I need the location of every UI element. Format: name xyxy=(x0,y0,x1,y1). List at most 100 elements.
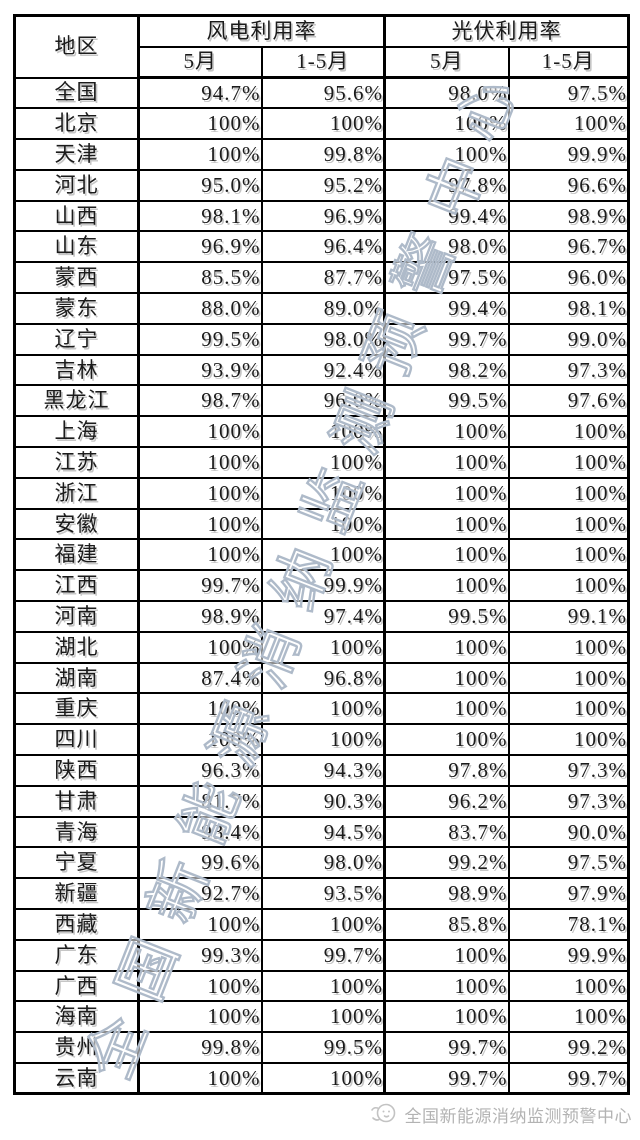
region-cell: 河南 xyxy=(13,600,140,633)
wind-may-cell: 100% xyxy=(137,908,263,941)
wind-jan-may-cell: 100% xyxy=(260,107,386,141)
solar-may-cell: 100% xyxy=(383,692,510,726)
solar-may-cell: 100% xyxy=(383,476,510,510)
solar-may-cell: 99.7% xyxy=(383,322,510,356)
header-solar-jan-may: 1-5月 xyxy=(507,45,630,79)
wind-may-cell: 98.1% xyxy=(137,199,263,233)
wind-jan-may-cell: 99.9% xyxy=(260,569,386,603)
solar-may-cell: 100% xyxy=(383,630,510,664)
region-cell: 广东 xyxy=(13,938,140,972)
region-cell: 湖南 xyxy=(13,661,140,695)
wind-jan-may-cell: 100% xyxy=(260,415,386,449)
wind-jan-may-cell: 93.5% xyxy=(260,877,386,911)
wind-jan-may-cell: 96.9% xyxy=(260,199,386,233)
solar-jan-may-cell: 99.0% xyxy=(507,322,630,356)
wind-jan-may-cell: 99.8% xyxy=(260,138,386,171)
region-cell: 甘肃 xyxy=(13,784,140,818)
wind-may-cell: 99.3% xyxy=(137,938,263,972)
solar-may-cell: 100% xyxy=(383,138,510,171)
header-wind-group: 风电利用率 xyxy=(137,14,386,48)
wind-may-cell: 93.4% xyxy=(137,815,263,849)
wind-may-cell: 92.7% xyxy=(137,877,263,911)
region-cell: 上海 xyxy=(13,415,140,449)
table-row: 广西 100% 100% 100% 100% xyxy=(13,969,630,1003)
header-wind-jan-may: 1-5月 xyxy=(260,45,386,79)
wind-jan-may-cell: 94.5% xyxy=(260,815,386,849)
wind-may-cell: 99.6% xyxy=(137,846,263,880)
region-cell: 蒙西 xyxy=(13,261,140,295)
solar-may-cell: 97.8% xyxy=(383,168,510,202)
solar-may-cell: 99.4% xyxy=(383,199,510,233)
region-cell: 天津 xyxy=(13,138,140,171)
solar-jan-may-cell: 99.9% xyxy=(507,138,630,171)
region-cell: 陕西 xyxy=(13,754,140,787)
wind-jan-may-cell: 100% xyxy=(260,692,386,726)
region-cell: 浙江 xyxy=(13,476,140,510)
utilization-rate-table: 地区 风电利用率 光伏利用率 5月 1-5月 5月 1-5月 全国 94.7% 95… xyxy=(13,14,630,1096)
wind-may-cell: 98.9% xyxy=(137,600,263,633)
region-cell: 江苏 xyxy=(13,446,140,479)
solar-jan-may-cell: 100% xyxy=(507,1000,630,1034)
wind-jan-may-cell: 97.4% xyxy=(260,600,386,633)
solar-may-cell: 100% xyxy=(383,938,510,972)
wind-jan-may-cell: 100% xyxy=(260,630,386,664)
table-row: 青海 93.4% 94.5% 83.7% 90.0% xyxy=(13,815,630,849)
wind-may-cell: 99.8% xyxy=(137,1031,263,1064)
region-cell: 重庆 xyxy=(13,692,140,726)
wind-may-cell: 100% xyxy=(137,1000,263,1034)
header-wind-may: 5月 xyxy=(137,45,263,79)
table-row: 甘肃 81.7% 90.3% 96.2% 97.3% xyxy=(13,784,630,818)
solar-may-cell: 97.5% xyxy=(383,261,510,295)
source-attribution: 全国新能源消纳监测预警中心 xyxy=(370,1101,633,1127)
table-row: 陕西 96.3% 94.3% 97.8% 97.3% xyxy=(13,754,630,787)
solar-jan-may-cell: 99.1% xyxy=(507,600,630,633)
wind-may-cell: 87.4% xyxy=(137,661,263,695)
region-cell: 江西 xyxy=(13,569,140,603)
wind-jan-may-cell: 95.6% xyxy=(260,76,386,110)
wind-may-cell: 100% xyxy=(137,107,263,141)
wind-may-cell: 99.5% xyxy=(137,322,263,356)
wind-jan-may-cell: 98.0% xyxy=(260,846,386,880)
solar-may-cell: 83.7% xyxy=(383,815,510,849)
wind-may-cell: 100% xyxy=(137,446,263,479)
wind-may-cell: 100% xyxy=(137,969,263,1003)
table-row: 贵州 99.8% 99.5% 99.7% 99.2% xyxy=(13,1031,630,1064)
wind-may-cell: 99.7% xyxy=(137,569,263,603)
solar-may-cell: 98.2% xyxy=(383,353,510,387)
table-row: 河南 98.9% 97.4% 99.5% 99.1% xyxy=(13,600,630,633)
wind-jan-may-cell: 94.3% xyxy=(260,754,386,787)
solar-jan-may-cell: 99.7% xyxy=(507,1062,630,1095)
solar-may-cell: 100% xyxy=(383,538,510,572)
wind-may-cell: 100% xyxy=(137,476,263,510)
region-cell: 青海 xyxy=(13,815,140,849)
solar-jan-may-cell: 99.2% xyxy=(507,1031,630,1064)
solar-jan-may-cell: 100% xyxy=(507,569,630,603)
region-cell: 辽宁 xyxy=(13,322,140,356)
header-solar-may: 5月 xyxy=(383,45,510,79)
wind-may-cell: 85.5% xyxy=(137,261,263,295)
solar-may-cell: 100% xyxy=(383,446,510,479)
table-row: 上海 100% 100% 100% 100% xyxy=(13,415,630,449)
region-cell: 四川 xyxy=(13,723,140,757)
table-row: 天津 100% 99.8% 100% 99.9% xyxy=(13,138,630,171)
solar-jan-may-cell: 98.9% xyxy=(507,199,630,233)
solar-jan-may-cell: 78.1% xyxy=(507,908,630,941)
table-row: 安徽 100% 100% 100% 100% xyxy=(13,507,630,541)
wind-may-cell: 100% xyxy=(137,138,263,171)
region-cell: 全国 xyxy=(13,76,140,110)
table-row: 云南 100% 100% 99.7% 99.7% xyxy=(13,1062,630,1095)
table-row: 山西 98.1% 96.9% 99.4% 98.9% xyxy=(13,199,630,233)
region-cell: 山东 xyxy=(13,230,140,264)
wind-may-cell: 81.7% xyxy=(137,784,263,818)
solar-jan-may-cell: 97.3% xyxy=(507,784,630,818)
solar-jan-may-cell: 97.3% xyxy=(507,754,630,787)
region-cell: 西藏 xyxy=(13,908,140,941)
wind-may-cell: 96.9% xyxy=(137,230,263,264)
header-region: 地区 xyxy=(13,14,140,79)
table-row: 蒙东 88.0% 89.0% 99.4% 98.1% xyxy=(13,292,630,325)
solar-jan-may-cell: 97.6% xyxy=(507,384,630,418)
table-row: 浙江 100% 100% 100% 100% xyxy=(13,476,630,510)
wind-jan-may-cell: 100% xyxy=(260,1000,386,1034)
source-text: 全国新能源消纳监测预警中心 xyxy=(404,1106,632,1126)
table-row: 黑龙江 98.7% 96.0% 99.5% 97.6% xyxy=(13,384,630,418)
